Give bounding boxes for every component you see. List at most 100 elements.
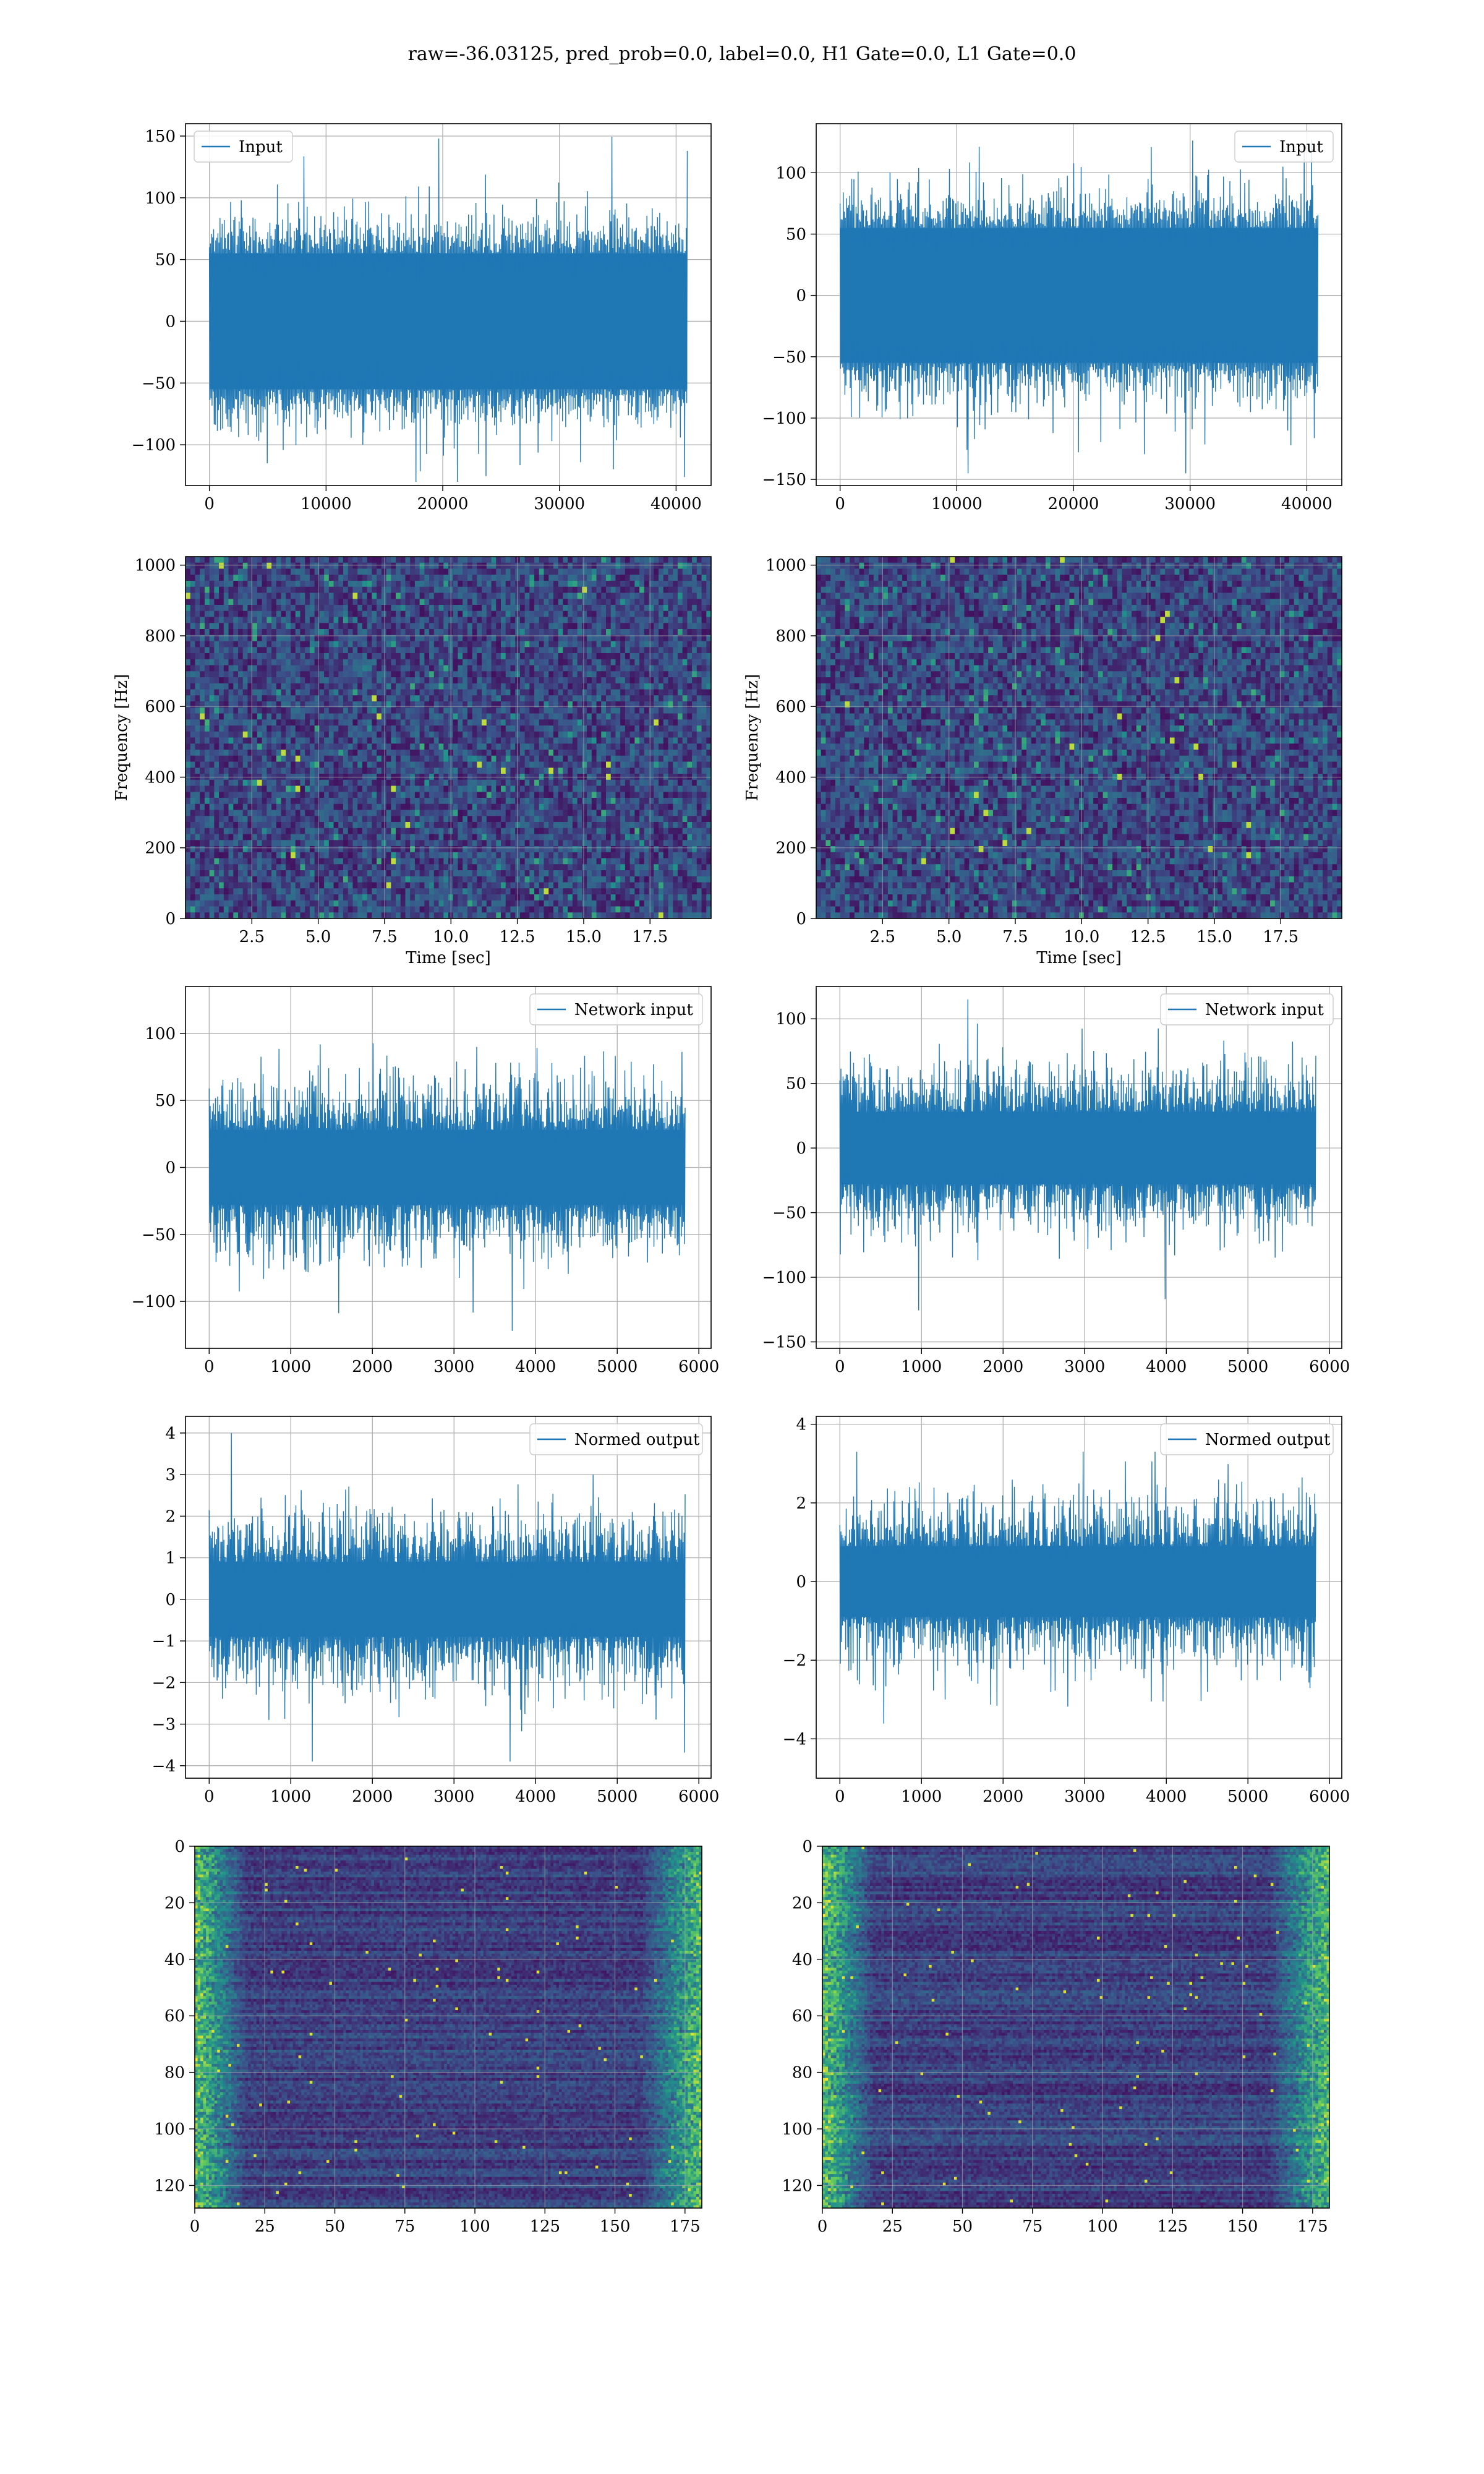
spectrogram-h1-xtick-label: 2.5 [239, 928, 265, 946]
network-input-l1-xtick-label: 2000 [983, 1358, 1023, 1376]
feature-map-h1-ytick-label: 20 [164, 1894, 185, 1912]
normed-output-h1-ytick-label: −4 [152, 1757, 176, 1776]
input-l1-ytick-label: −100 [762, 409, 806, 428]
spectrogram-l1-xtick-label: 10.0 [1064, 928, 1099, 946]
feature-map-l1-ytick-label: 80 [792, 2064, 812, 2082]
spectrogram-h1-ytick-label: 1000 [135, 557, 176, 575]
network-input-l1-xtick-label: 4000 [1146, 1358, 1187, 1376]
input-h1-xtick-label: 30000 [534, 495, 585, 513]
normed-output-l1-legend: Normed output [1161, 1424, 1333, 1455]
network-input-l1-xtick-label: 5000 [1227, 1358, 1268, 1376]
spectrogram-l1-ytick-label: 800 [775, 627, 806, 646]
network-input-h1-legend: Network input [530, 994, 702, 1025]
normed-output-l1-xtick-label: 0 [835, 1787, 845, 1806]
normed-output-l1-ytick-label: −2 [783, 1651, 806, 1670]
spectrogram-h1-xlabel: Time [sec] [406, 949, 491, 967]
spectrogram-l1-ylabel: Frequency [Hz] [743, 674, 762, 802]
network-input-h1-ytick-label: −50 [142, 1226, 176, 1244]
feature-map-h1-ytick-label: 120 [154, 2177, 185, 2195]
spectrogram-l1-ytick-label: 200 [775, 839, 806, 858]
input-l1-legend: Input [1235, 131, 1333, 162]
input-h1-xtick-label: 10000 [301, 495, 352, 513]
feature-map-h1-xtick-label: 150 [600, 2217, 631, 2236]
normed-output-h1-xtick-label: 6000 [678, 1787, 719, 1806]
input-h1-legend-label: Input [239, 138, 283, 156]
normed-output-h1-ytick-label: 0 [165, 1591, 176, 1609]
input-l1-xtick-label: 40000 [1281, 495, 1333, 513]
normed-output-l1-plot-area [840, 1452, 1316, 1724]
network-input-h1-ytick-label: −100 [132, 1293, 176, 1311]
input-h1-ytick-label: −50 [142, 374, 176, 393]
normed-output-l1-legend-label: Normed output [1205, 1431, 1331, 1449]
normed-output-h1-ytick-label: 3 [165, 1466, 176, 1484]
spectrogram-h1-xtick-label: 17.5 [632, 928, 668, 946]
normed-output-l1-xtick-label: 6000 [1309, 1787, 1350, 1806]
feature-map-h1-xtick-label: 125 [529, 2217, 560, 2236]
feature-map-l1-xtick-label: 0 [817, 2217, 828, 2236]
normed-output-h1-plot-area [209, 1433, 685, 1761]
spectrogram-h1-chart: 2.5 5.0 7.5 10.0 12.5 15.0 17.5020040060080010… [113, 557, 712, 967]
network-input-l1-ytick-label: 100 [775, 1010, 806, 1029]
spectrogram-l1-xlabel: Time [sec] [1036, 949, 1122, 967]
feature-map-l1-xtick-label: 25 [882, 2217, 903, 2236]
normed-output-h1-ytick-label: 1 [165, 1549, 176, 1568]
spectrogram-l1-ytick-label: 600 [775, 698, 806, 716]
normed-output-h1-xtick-label: 4000 [515, 1787, 556, 1806]
input-h1-chart: 0 10000 20000 30000 40000−100−50050100150Inp… [132, 124, 711, 513]
spectrogram-l1-xtick-label: 7.5 [1002, 928, 1028, 946]
network-input-h1-ytick-label: 100 [145, 1025, 176, 1043]
network-input-h1-xtick-label: 5000 [597, 1358, 638, 1376]
network-input-h1-xtick-label: 0 [204, 1358, 215, 1376]
feature-map-l1-plot-area [822, 1846, 1330, 2209]
input-h1-xtick-label: 20000 [417, 495, 469, 513]
network-input-l1-legend-label: Network input [1205, 1001, 1324, 1019]
feature-map-l1-ytick-label: 60 [792, 2007, 812, 2026]
network-input-h1-xtick-label: 1000 [270, 1358, 311, 1376]
spectrogram-h1-plot-area [186, 557, 712, 919]
input-l1-plot-area [840, 140, 1318, 473]
normed-output-l1-ytick-label: −4 [783, 1730, 806, 1748]
network-input-l1-xtick-label: 1000 [901, 1358, 942, 1376]
normed-output-l1-series-line [840, 1452, 1316, 1724]
network-input-h1-ytick-label: 0 [165, 1159, 176, 1178]
spectrogram-l1-ytick-label: 1000 [765, 557, 806, 575]
input-h1-xtick-label: 0 [204, 495, 215, 513]
feature-map-h1-xtick-label: 75 [394, 2217, 415, 2236]
normed-output-h1-xtick-label: 1000 [270, 1787, 311, 1806]
feature-map-h1-ytick-label: 40 [164, 1951, 185, 1969]
feature-map-l1-xtick-label: 175 [1297, 2217, 1328, 2236]
feature-map-h1-plot-area [195, 1846, 702, 2209]
spectrogram-h1-xtick-label: 7.5 [372, 928, 397, 946]
normed-output-l1-xtick-label: 3000 [1064, 1787, 1105, 1806]
network-input-h1-xtick-label: 3000 [433, 1358, 474, 1376]
network-input-l1-ytick-label: −100 [762, 1269, 806, 1287]
normed-output-h1-legend-label: Normed output [574, 1431, 700, 1449]
feature-map-l1-ytick-label: 0 [802, 1838, 812, 1856]
normed-output-h1-ytick-label: −1 [152, 1632, 176, 1651]
network-input-l1-plot-area [840, 999, 1316, 1311]
spectrogram-h1-xtick-label: 5.0 [305, 928, 331, 946]
input-h1-ytick-label: 150 [145, 127, 176, 146]
spectrogram-l1-chart: 2.5 5.0 7.5 10.0 12.5 15.0 17.5020040060080010… [743, 557, 1342, 967]
feature-map-h1-ytick-label: 100 [154, 2120, 185, 2139]
feature-map-h1-xtick-label: 0 [190, 2217, 200, 2236]
network-input-l1-ytick-label: 50 [786, 1075, 806, 1094]
network-input-l1-ytick-label: −150 [762, 1333, 806, 1352]
spectrogram-h1-xtick-label: 15.0 [566, 928, 602, 946]
feature-map-l1-xtick-label: 150 [1227, 2217, 1258, 2236]
normed-output-l1-ytick-label: 0 [796, 1573, 806, 1591]
spectrogram-l1-ytick-label: 400 [775, 768, 806, 787]
network-input-l1-xtick-label: 0 [835, 1358, 845, 1376]
network-input-l1-ytick-label: −50 [772, 1204, 806, 1223]
input-l1-chart: 0 10000 20000 30000 40000−150−100−50050100In… [762, 124, 1342, 513]
spectrogram-h1-xtick-label: 12.5 [500, 928, 535, 946]
normed-output-h1-legend: Normed output [530, 1424, 702, 1455]
input-h1-plot-area [210, 137, 688, 482]
feature-map-h1-xtick-label: 25 [255, 2217, 275, 2236]
input-l1-ytick-label: −50 [772, 348, 806, 367]
feature-map-h1-xtick-label: 175 [670, 2217, 701, 2236]
feature-map-l1-ytick-label: 100 [782, 2120, 812, 2139]
